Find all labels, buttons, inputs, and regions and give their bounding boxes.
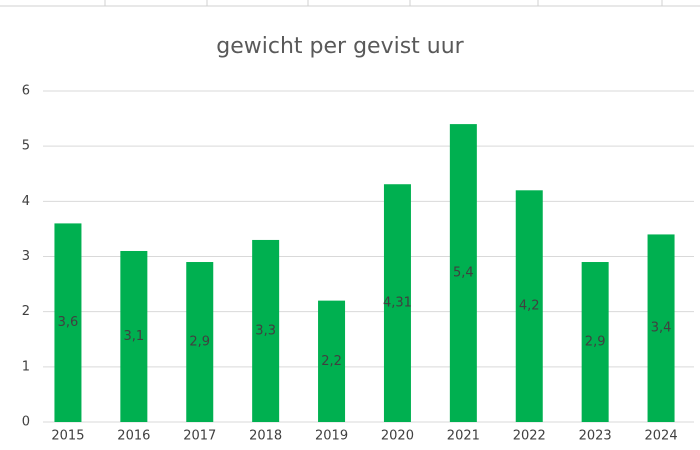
y-tick-label: 1	[22, 359, 30, 374]
x-tick-label: 2019	[315, 429, 348, 444]
bar	[515, 190, 543, 422]
value-label: 2,9	[189, 335, 210, 350]
value-label: 2,9	[585, 335, 606, 350]
y-tick-label: 5	[22, 139, 30, 154]
y-tick-label: 0	[22, 415, 30, 430]
x-tick-label: 2022	[513, 429, 546, 444]
bar	[383, 184, 411, 422]
bar	[120, 250, 148, 422]
y-tick-label: 4	[22, 194, 30, 209]
y-tick-label: 3	[22, 249, 30, 264]
value-label: 4,2	[519, 299, 540, 314]
x-tick-label: 2023	[579, 429, 612, 444]
bar	[186, 262, 214, 422]
value-label: 3,1	[124, 329, 145, 344]
x-tick-label: 2021	[447, 429, 480, 444]
x-tick-label: 2015	[51, 429, 84, 444]
y-tick-label: 6	[22, 84, 30, 99]
bar	[252, 239, 280, 422]
bar	[581, 262, 609, 422]
x-tick-label: 2024	[645, 429, 678, 444]
x-tick-label: 2020	[381, 429, 414, 444]
bar	[54, 223, 82, 422]
value-label: 4,31	[383, 296, 412, 311]
y-tick-label: 2	[22, 304, 30, 319]
x-tick-label: 2016	[117, 429, 150, 444]
value-label: 3,3	[255, 323, 276, 338]
value-label: 5,4	[453, 266, 474, 281]
sheet-grid	[0, 0, 700, 7]
value-label: 3,6	[58, 315, 79, 330]
bar	[647, 234, 675, 422]
bar	[318, 300, 346, 422]
chart-title: gewicht per gevist uur	[216, 34, 464, 59]
bar	[449, 124, 477, 422]
x-tick-label: 2018	[249, 429, 282, 444]
value-label: 2,2	[321, 354, 342, 369]
value-label: 3,4	[651, 321, 672, 336]
x-tick-label: 2017	[183, 429, 216, 444]
